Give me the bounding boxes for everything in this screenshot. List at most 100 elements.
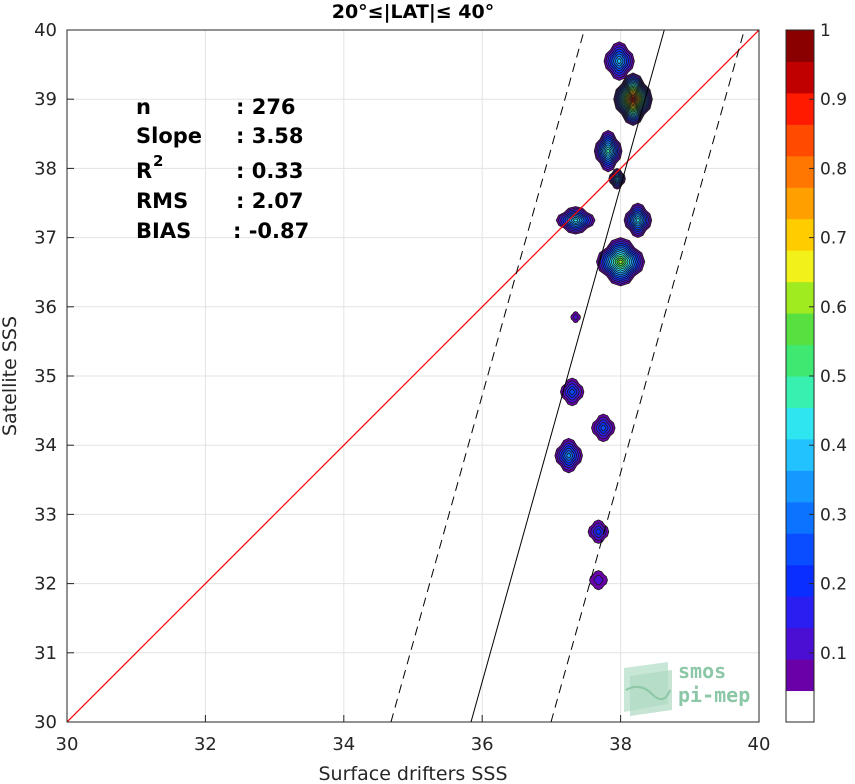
colorbar-tick-label: 0.5 [820, 367, 847, 387]
stat-n-value: : 276 [236, 95, 296, 119]
colorbar-tick-label: 1 [820, 21, 831, 41]
x-tick-label: 38 [609, 734, 632, 755]
y-axis-label: Satellite SSS [0, 316, 21, 436]
regression-lines [67, 30, 759, 722]
contour-level [593, 574, 604, 586]
stat-r2-value: : 0.33 [236, 159, 304, 183]
stat-slope-key: Slope [136, 124, 202, 148]
colorbar-tick-label: 0.4 [820, 436, 847, 456]
colorbar-segment [786, 92, 814, 125]
y-axis-ticks: 30 31 32 33 34 35 36 37 38 39 40 [34, 20, 74, 733]
colorbar-tick-label: 0.8 [820, 159, 847, 179]
y-tick-label: 31 [34, 643, 57, 664]
colorbar-segment [786, 218, 814, 251]
colorbar-tick-label: 0.9 [820, 90, 847, 110]
colorbar-tick-label: 0.6 [820, 298, 847, 318]
colorbar-segment [786, 501, 814, 534]
colorbar-segment [786, 344, 814, 377]
contour-level [566, 452, 572, 459]
density-blob [589, 570, 608, 591]
colorbar-ticks: 0.1 0.2 0.3 0.4 0.5 0.6 0.7 0.8 0.9 1 [809, 21, 847, 664]
regression-line [470, 30, 665, 722]
density-blob [595, 237, 646, 287]
y-tick-label: 32 [34, 574, 57, 595]
colorbar-segment [786, 30, 814, 62]
density-blob [587, 519, 610, 544]
x-tick-label: 36 [471, 734, 494, 755]
colorbar-segment [786, 470, 814, 503]
density-contours [554, 41, 653, 591]
stats-box: n : 276 Slope : 3.58 R 2 : 0.33 RMS : 2.… [136, 95, 309, 243]
stat-rms-value: : 2.07 [236, 189, 304, 213]
stat-slope-value: : 3.58 [236, 124, 304, 148]
density-blob [554, 437, 583, 474]
y-tick-label: 38 [34, 158, 57, 179]
stat-bias-key: BIAS [136, 219, 191, 243]
colorbar-segment [786, 376, 814, 408]
y-tick-label: 37 [34, 228, 57, 249]
colorbar-tick-label: 0.3 [820, 505, 847, 525]
contour-level [616, 58, 622, 65]
colorbar-segment [786, 627, 814, 660]
contour-level [595, 528, 602, 536]
gridlines [66, 29, 760, 723]
y-tick-label: 36 [34, 297, 57, 318]
stat-rms-key: RMS [136, 189, 188, 213]
density-blob [593, 129, 623, 173]
x-tick-label: 34 [332, 734, 355, 755]
colorbar-segment [786, 564, 814, 597]
logo-wave-icon [624, 662, 672, 716]
logo-line2: pi-mep [678, 683, 750, 707]
colorbar [785, 29, 815, 723]
density-blob [623, 202, 653, 239]
stat-n-key: n [136, 95, 151, 119]
contour-level [606, 148, 610, 154]
y-tick-label: 39 [34, 89, 57, 110]
contour-level [572, 313, 579, 321]
colorbar-segment [786, 124, 814, 157]
colorbar-segment [786, 187, 814, 220]
stat-r2-key: R [136, 159, 152, 183]
colorbar-segment [786, 438, 814, 471]
x-tick-label: 40 [748, 734, 771, 755]
colorbar-segment [786, 659, 814, 692]
x-tick-label: 32 [194, 734, 217, 755]
contour-level [631, 97, 635, 101]
colorbar-tick-label: 0.7 [820, 229, 847, 249]
colorbar-tick-label: 0.1 [820, 644, 847, 664]
y-tick-label: 35 [34, 366, 57, 387]
colorbar-segment [786, 407, 814, 440]
x-tick-label: 30 [56, 734, 79, 755]
density-blob [591, 413, 616, 443]
contour-level [600, 424, 607, 432]
one-to-one-line [67, 30, 759, 722]
colorbar-segment [786, 281, 814, 314]
density-blob [559, 377, 585, 407]
colorbar-segment [786, 313, 814, 346]
colorbar-tick-label: 0.2 [820, 575, 847, 595]
colorbar-segment [786, 533, 814, 566]
colorbar-segment [786, 61, 814, 94]
y-tick-label: 34 [34, 435, 57, 456]
colorbar-segment [786, 155, 814, 188]
chart-title: 20°≤|LAT|≤ 40° [332, 1, 495, 23]
density-blob [603, 41, 635, 81]
x-axis-label: Surface drifters SSS [319, 763, 508, 784]
density-blob [570, 311, 581, 324]
density-blob [555, 206, 596, 235]
y-tick-label: 30 [34, 712, 57, 733]
colorbar-segment [786, 250, 814, 283]
contour-level [618, 259, 623, 265]
smos-pimep-logo: smos pi-mep [624, 659, 750, 716]
colorbar-segment [786, 690, 814, 723]
colorbar-segment [786, 596, 814, 629]
y-tick-label: 33 [34, 504, 57, 525]
contour-level [573, 218, 579, 223]
density-blob [613, 72, 653, 126]
stat-bias-value: : -0.87 [233, 219, 309, 243]
y-tick-label: 40 [34, 20, 57, 41]
contour-level [569, 388, 575, 396]
stat-r2-sup: 2 [153, 152, 163, 170]
contour-level [635, 217, 640, 223]
